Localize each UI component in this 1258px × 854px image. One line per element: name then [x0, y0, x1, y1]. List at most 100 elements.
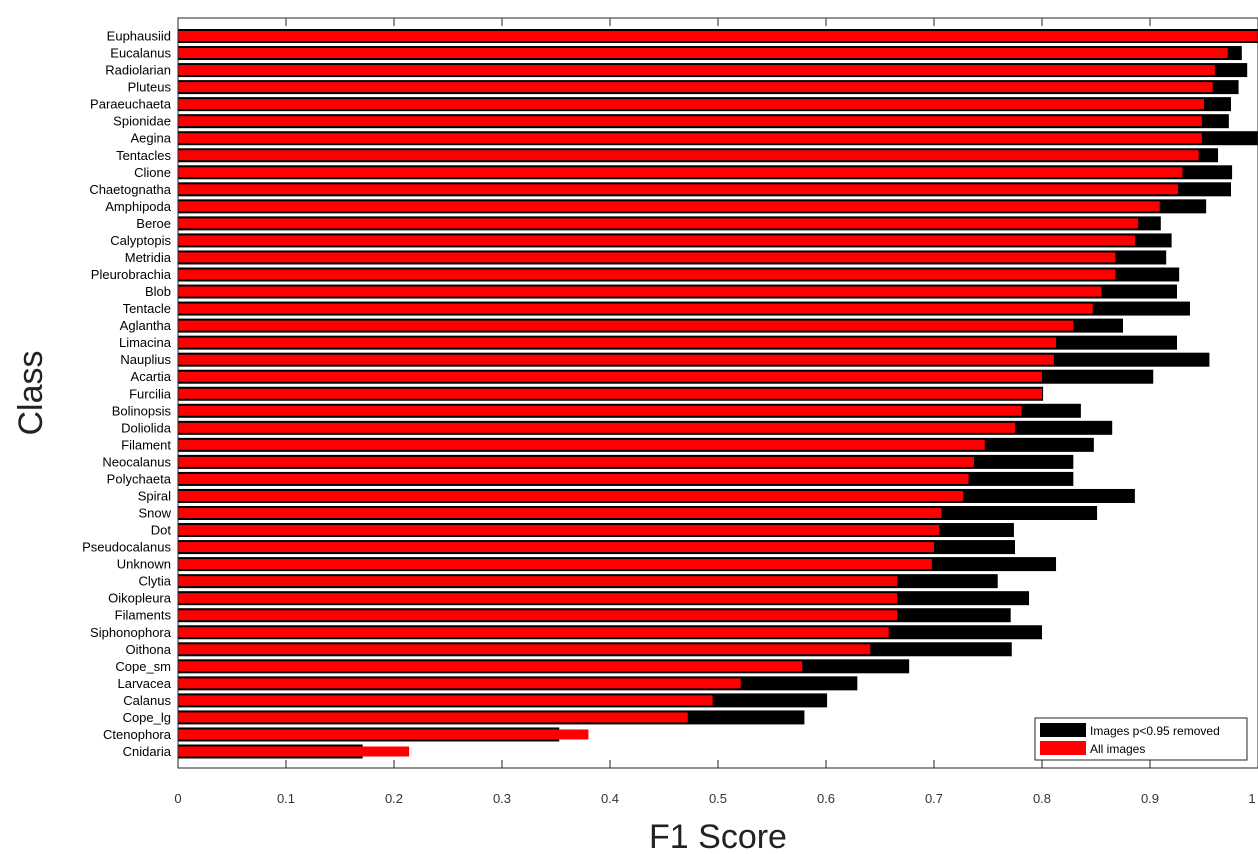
bar-all-limacina	[178, 337, 1057, 348]
class-label-metridia: Metridia	[125, 250, 172, 265]
bar-all-oikopleura	[178, 593, 898, 604]
class-label-larvacea: Larvacea	[118, 676, 172, 691]
class-label-filament: Filament	[121, 437, 171, 452]
bar-all-bolinopsis	[178, 405, 1022, 416]
y-axis-title: Class	[12, 350, 50, 435]
class-label-unknown: Unknown	[117, 557, 171, 572]
bar-all-furcilia	[178, 388, 1042, 399]
class-label-cope-lg: Cope_lg	[123, 710, 171, 725]
legend-swatch-all	[1040, 741, 1086, 755]
class-label-filaments: Filaments	[115, 608, 172, 623]
bar-all-polychaeta	[178, 473, 969, 484]
class-label-spionidae: Spionidae	[113, 114, 171, 129]
bar-all-larvacea	[178, 678, 741, 689]
bar-all-dot	[178, 525, 940, 536]
class-label-clytia: Clytia	[138, 574, 171, 589]
class-label-pseudocalanus: Pseudocalanus	[82, 540, 171, 555]
class-label-aegina: Aegina	[131, 131, 172, 146]
legend-swatch-removed	[1040, 723, 1086, 737]
bar-all-euphausiid	[178, 31, 1258, 41]
x-axis-ticks: 0 0.1 0.2 0.3 0.4 0.5 0.6 0.7 0.8 0.9 1	[174, 18, 1258, 806]
x-axis-title: F1 Score	[649, 818, 787, 854]
class-label-pluteus: Pluteus	[128, 80, 172, 95]
class-label-cope-sm: Cope_sm	[115, 659, 171, 674]
x-tick-label-4: 0.4	[601, 791, 619, 806]
bar-all-radiolarian	[178, 65, 1215, 76]
bar-all-spionidae	[178, 116, 1202, 127]
class-label-snow: Snow	[138, 506, 171, 521]
bar-all-chaetognatha	[178, 184, 1179, 195]
bar-all-cope-sm	[178, 661, 803, 672]
class-label-chaetognatha: Chaetognatha	[89, 182, 171, 197]
x-tick-label-2: 0.2	[385, 791, 403, 806]
class-label-beroe: Beroe	[136, 216, 171, 231]
bar-all-blob	[178, 286, 1102, 297]
x-tick-label-10: 1	[1248, 791, 1255, 806]
class-label-eucalanus: Eucalanus	[110, 46, 171, 61]
class-label-calanus: Calanus	[123, 693, 171, 708]
bars-layer	[178, 29, 1258, 759]
bar-all-clione	[178, 167, 1183, 178]
class-label-euphausiid: Euphausiid	[107, 29, 171, 44]
class-label-radiolarian: Radiolarian	[105, 63, 171, 78]
class-label-furcilia: Furcilia	[129, 386, 172, 401]
x-tick-label-5: 0.5	[709, 791, 727, 806]
class-label-nauplius: Nauplius	[120, 352, 171, 367]
x-tick-label-9: 0.9	[1141, 791, 1159, 806]
class-label-tentacle: Tentacle	[123, 301, 171, 316]
class-label-siphonophora: Siphonophora	[90, 625, 172, 640]
bar-all-nauplius	[178, 354, 1054, 365]
bar-all-pseudocalanus	[178, 542, 934, 553]
class-label-paraeuchaeta: Paraeuchaeta	[90, 97, 172, 112]
legend: Images p<0.95 removed All images	[1034, 717, 1248, 761]
x-tick-label-0: 0	[174, 791, 181, 806]
class-label-oithona: Oithona	[125, 642, 171, 657]
bar-all-pleurobrachia	[178, 269, 1116, 280]
class-label-amphipoda: Amphipoda	[105, 199, 172, 214]
class-label-pleurobrachia: Pleurobrachia	[91, 267, 172, 282]
legend-label-all: All images	[1090, 742, 1145, 756]
bar-all-siphonophora	[178, 627, 889, 638]
class-label-limacina: Limacina	[119, 335, 172, 350]
class-label-bolinopsis: Bolinopsis	[112, 403, 172, 418]
bar-all-neocalanus	[178, 456, 974, 467]
class-label-calyptopis: Calyptopis	[110, 233, 171, 248]
bar-all-filaments	[178, 610, 898, 621]
bar-all-calanus	[178, 695, 713, 706]
bar-all-acartia	[178, 371, 1042, 382]
bar-all-tentacles	[178, 150, 1199, 161]
bar-all-pluteus	[178, 82, 1213, 93]
class-label-aglantha: Aglantha	[120, 318, 172, 333]
class-label-ctenophora: Ctenophora	[103, 727, 172, 742]
bar-all-ctenophora	[178, 729, 589, 740]
class-label-clione: Clione	[134, 165, 171, 180]
class-label-spiral: Spiral	[138, 488, 171, 503]
bar-all-calyptopis	[178, 235, 1135, 246]
x-tick-label-7: 0.7	[925, 791, 943, 806]
bar-all-oithona	[178, 644, 871, 655]
class-label-blob: Blob	[145, 284, 171, 299]
class-label-cnidaria: Cnidaria	[123, 744, 172, 759]
class-labels: Euphausiid Eucalanus Radiolarian Pluteus Par…	[82, 29, 172, 760]
bar-all-doliolida	[178, 422, 1015, 433]
class-label-tentacles: Tentacles	[116, 148, 171, 163]
bar-all-paraeuchaeta	[178, 99, 1204, 110]
class-label-acartia: Acartia	[131, 369, 172, 384]
bar-all-spiral	[178, 490, 964, 501]
bar-all-tentacle	[178, 303, 1093, 314]
bar-all-unknown	[178, 559, 932, 570]
class-label-dot: Dot	[151, 523, 172, 538]
bar-all-aegina	[178, 133, 1202, 144]
class-label-doliolida: Doliolida	[121, 420, 172, 435]
x-tick-label-3: 0.3	[493, 791, 511, 806]
x-tick-label-6: 0.6	[817, 791, 835, 806]
bar-all-filament	[178, 439, 985, 450]
class-label-oikopleura: Oikopleura	[108, 591, 172, 606]
bar-all-amphipoda	[178, 201, 1160, 212]
x-tick-label-1: 0.1	[277, 791, 295, 806]
bar-all-beroe	[178, 218, 1139, 229]
bar-all-eucalanus	[178, 48, 1228, 59]
bar-all-cope-lg	[178, 712, 688, 723]
bar-all-metridia	[178, 252, 1116, 263]
